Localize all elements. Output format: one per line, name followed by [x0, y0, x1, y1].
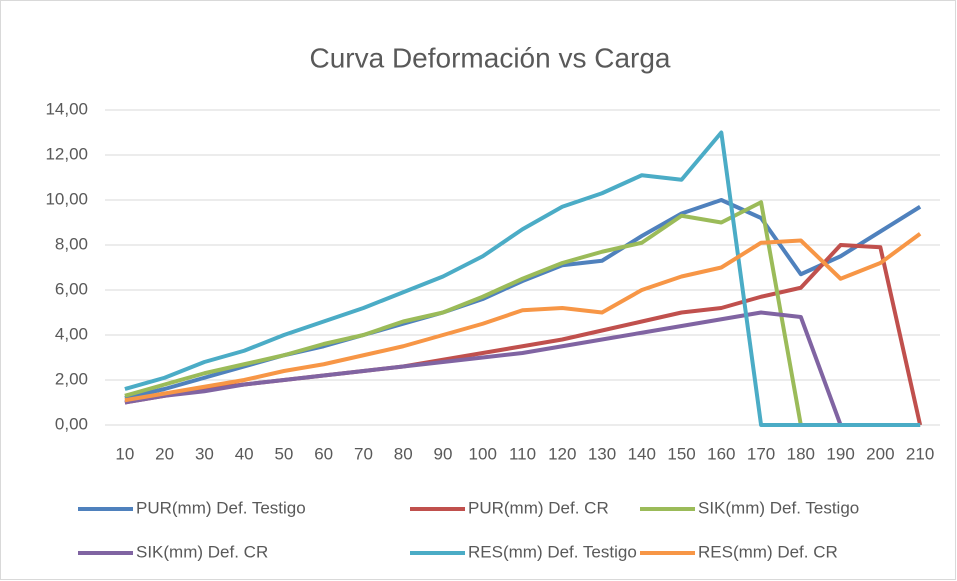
- x-tick-label: 30: [195, 444, 214, 463]
- series-line: [124, 232, 922, 403]
- x-tick-label: 40: [235, 444, 254, 463]
- x-tick-label: 180: [787, 444, 815, 463]
- y-tick-label: 8,00: [55, 234, 88, 253]
- x-tick-label: 210: [906, 444, 934, 463]
- x-tick-label: 200: [866, 444, 894, 463]
- x-tick-label: 140: [628, 444, 656, 463]
- y-tick-label: 2,00: [55, 369, 88, 388]
- x-tick-label: 190: [826, 444, 854, 463]
- x-tick-label: 50: [274, 444, 293, 463]
- x-tick-label: 60: [314, 444, 333, 463]
- x-tick-label: 120: [548, 444, 576, 463]
- x-tick-label: 110: [509, 444, 536, 463]
- x-tick-label: 100: [469, 444, 497, 463]
- y-tick-label: 12,00: [45, 144, 88, 163]
- series-line: [124, 200, 921, 427]
- x-tick-label: 160: [707, 444, 735, 463]
- legend-label: RES(mm) Def. Testigo: [468, 542, 637, 561]
- y-tick-label: 4,00: [55, 324, 88, 343]
- chart-title: Curva Deformación vs Carga: [309, 42, 670, 73]
- y-tick-label: 0,00: [55, 414, 88, 433]
- x-tick-label: 130: [588, 444, 616, 463]
- legend-label: PUR(mm) Def. CR: [468, 498, 609, 517]
- x-tick-label: 170: [747, 444, 775, 463]
- x-tick-label: 20: [155, 444, 174, 463]
- y-tick-label: 6,00: [55, 279, 88, 298]
- x-tick-label: 70: [354, 444, 373, 463]
- x-tick-label: 80: [394, 444, 413, 463]
- x-tick-label: 10: [115, 444, 134, 463]
- x-tick-label: 150: [667, 444, 695, 463]
- series-line: [124, 310, 921, 427]
- legend-label: SIK(mm) Def. Testigo: [698, 498, 859, 517]
- y-tick-label: 14,00: [45, 99, 88, 118]
- legend-label: RES(mm) Def. CR: [698, 542, 838, 561]
- series-line: [124, 130, 921, 427]
- legend-label: PUR(mm) Def. Testigo: [136, 498, 306, 517]
- y-tick-label: 10,00: [45, 189, 88, 208]
- legend-label: SIK(mm) Def. CR: [136, 542, 268, 561]
- x-tick-label: 90: [434, 444, 453, 463]
